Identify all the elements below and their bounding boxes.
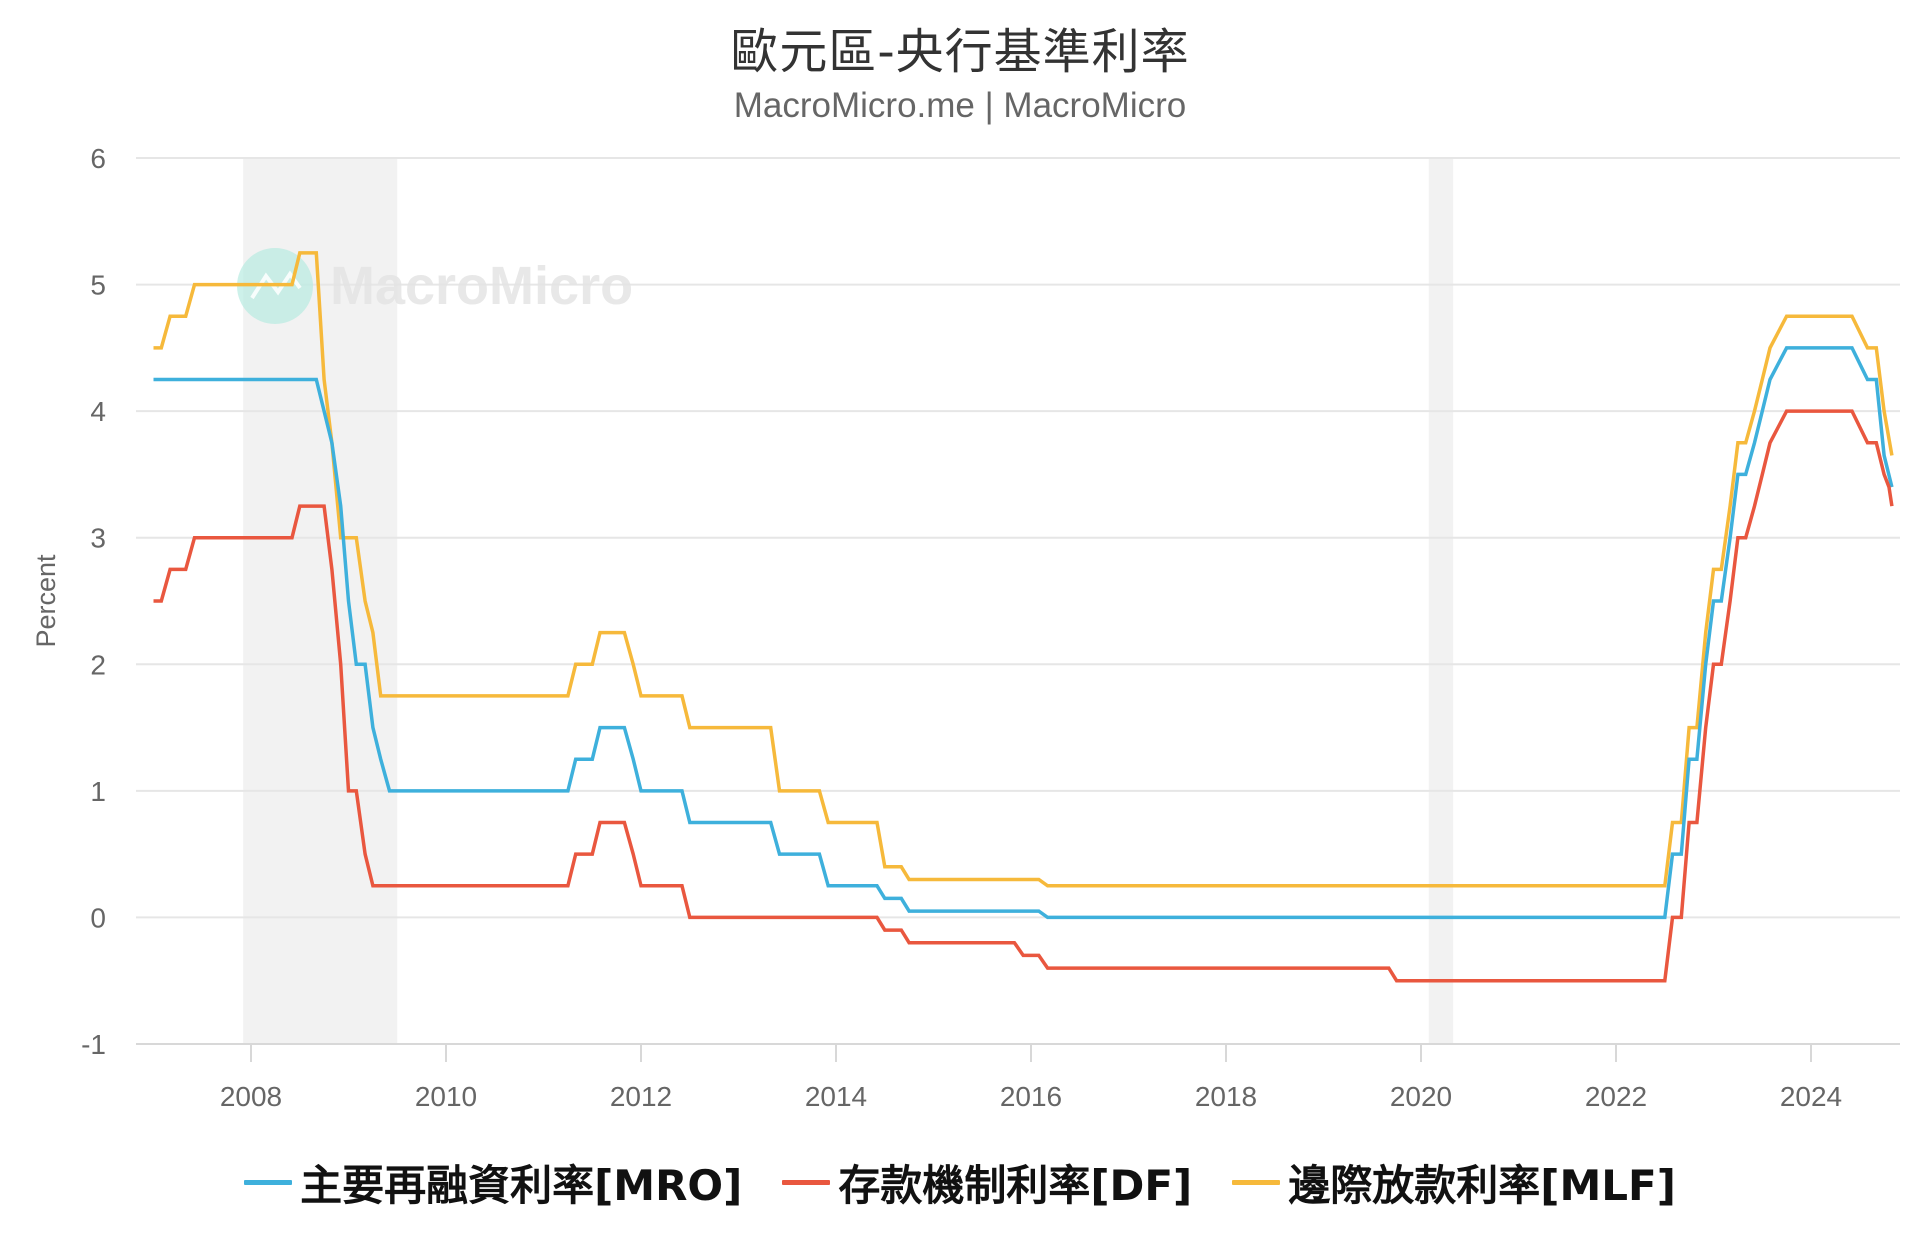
x-tick-label: 2020	[1390, 1081, 1452, 1112]
series-line-df[interactable]	[153, 409, 1894, 983]
legend-label-mro: 主要再融資利率[MRO]	[300, 1161, 743, 1210]
y-axis: -1 0 1 2 3 4 5 6	[81, 143, 106, 1060]
x-tick-label: 2024	[1780, 1081, 1842, 1112]
legend-swatch-mlf	[1232, 1180, 1281, 1185]
x-tick-label: 2022	[1585, 1081, 1647, 1112]
chart-subtitle: MacroMicro.me | MacroMicro	[733, 86, 1187, 125]
y-tick-label: 0	[90, 902, 106, 933]
legend-label-df: 存款機制利率[DF]	[838, 1161, 1193, 1210]
legend-item-mlf[interactable]: 邊際放款利率[MLF]	[1232, 1152, 1676, 1213]
y-tick-label: 4	[90, 396, 106, 427]
y-axis-label: Percent	[31, 554, 61, 648]
series-line-mro[interactable]	[153, 346, 1894, 920]
x-tick-label: 2008	[220, 1081, 282, 1112]
legend-swatch-mro	[244, 1180, 293, 1185]
legend: 主要再融資利率[MRO] 存款機制利率[DF] 邊際放款利率[MLF]	[0, 1152, 1920, 1213]
legend-swatch-df	[782, 1180, 831, 1185]
series-lines[interactable]	[153, 251, 1894, 983]
y-tick-label: 2	[90, 649, 106, 680]
y-tick-label: 3	[90, 523, 106, 554]
x-tick-label: 2012	[610, 1081, 672, 1112]
y-tick-label: 6	[90, 143, 106, 174]
legend-label-mlf: 邊際放款利率[MLF]	[1288, 1161, 1676, 1210]
y-tick-label: -1	[81, 1029, 106, 1060]
legend-item-df[interactable]: 存款機制利率[DF]	[782, 1152, 1192, 1213]
y-tick-label: 5	[90, 270, 106, 301]
x-tick-label: 2010	[415, 1081, 477, 1112]
y-tick-label: 1	[90, 776, 106, 807]
x-tick-label: 2016	[1000, 1081, 1062, 1112]
chart-title: 歐元區-央行基準利率	[730, 24, 1190, 80]
recession-band	[1428, 158, 1454, 1044]
x-tick-label: 2018	[1195, 1081, 1257, 1112]
x-axis: 2008 2010 2012 2014 2016 2018 2020 2022 2024	[136, 1043, 1900, 1112]
x-tick-label: 2014	[805, 1081, 867, 1112]
legend-item-mro[interactable]: 主要再融資利率[MRO]	[244, 1152, 742, 1213]
watermark-text: MacroMicro	[330, 256, 633, 316]
